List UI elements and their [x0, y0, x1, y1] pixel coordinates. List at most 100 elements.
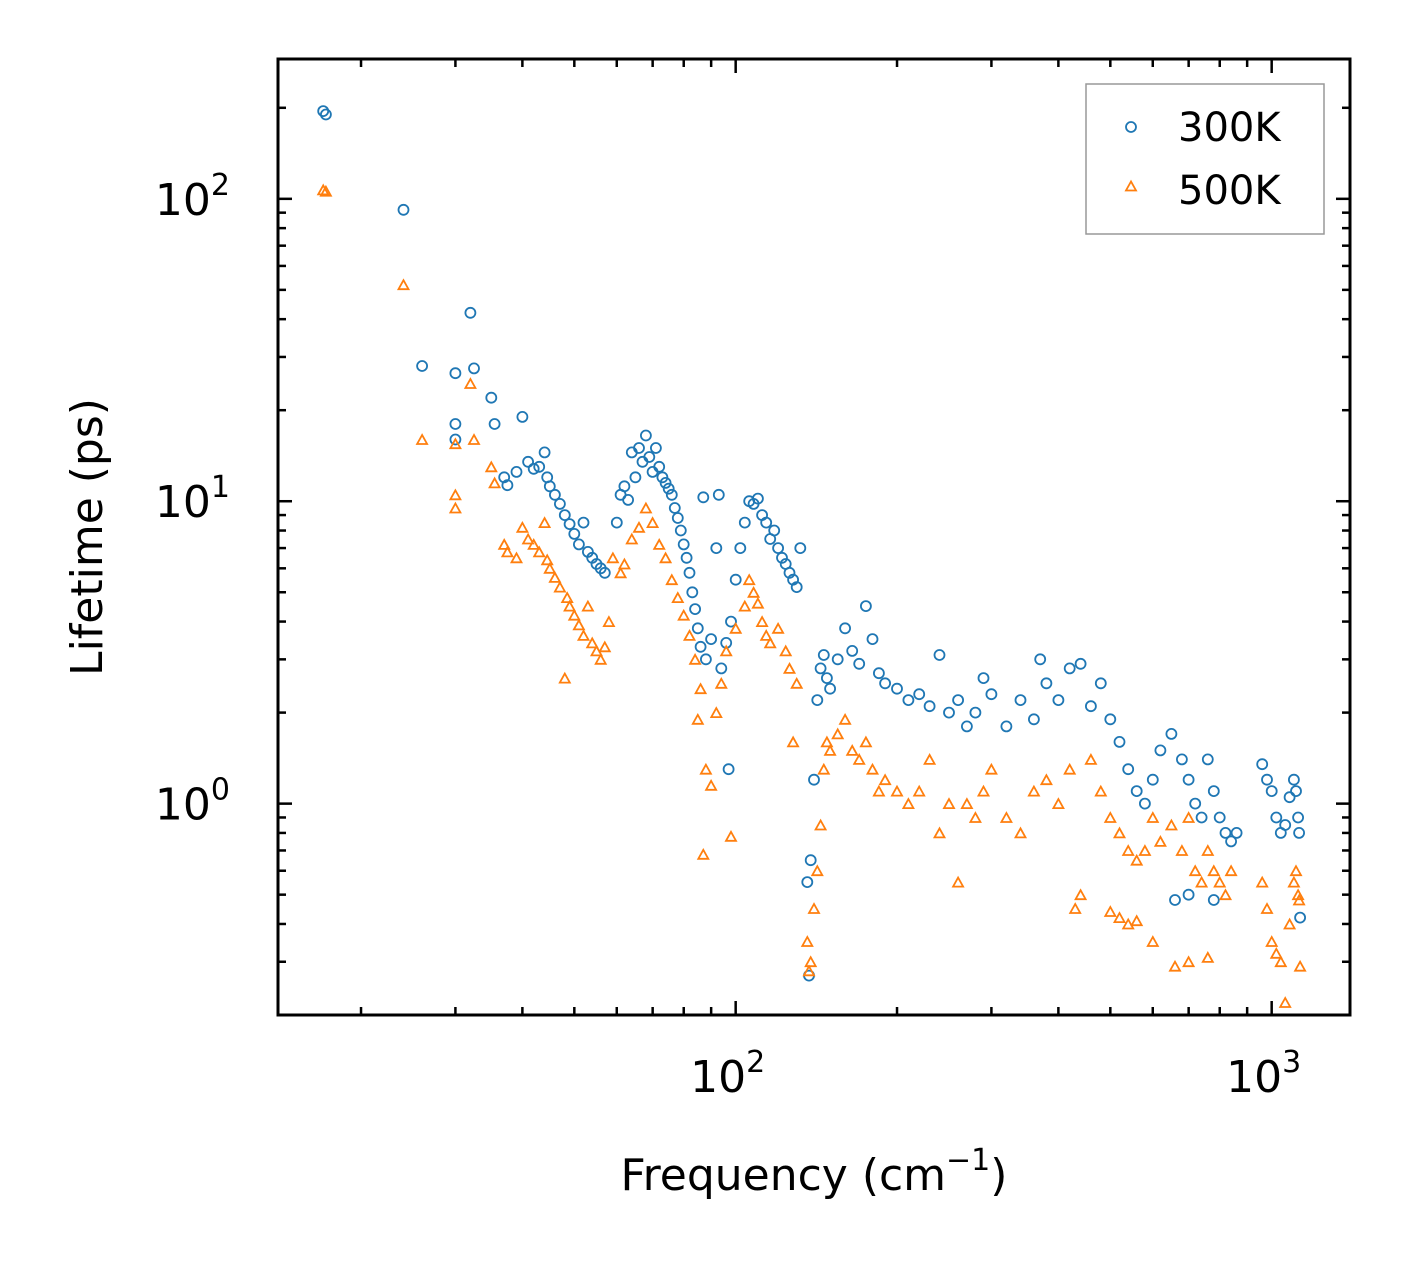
data-point-300K-109	[952, 694, 964, 706]
data-point-500K-84	[859, 735, 873, 748]
data-point-300K-85	[794, 542, 807, 554]
data-point-300K-140	[1225, 835, 1237, 848]
data-point-300K-64	[712, 488, 725, 501]
data-point-500K-88	[890, 784, 904, 797]
data-point-300K-11	[498, 471, 511, 484]
data-point-500K-65	[763, 636, 777, 649]
data-point-300K-5	[464, 306, 477, 319]
data-point-300K-145	[1256, 758, 1269, 771]
data-point-500K-19	[540, 553, 554, 566]
data-point-300K-94	[824, 682, 836, 695]
data-point-500K-118	[1182, 811, 1196, 823]
data-point-500K-38	[625, 532, 639, 545]
data-point-500K-122	[1207, 864, 1221, 877]
major-ticks	[278, 59, 1350, 1015]
data-point-500K-106	[1074, 888, 1088, 901]
y-tick-label-1: 100	[155, 773, 230, 831]
data-point-300K-107	[933, 649, 946, 661]
data-point-500K-68	[782, 662, 797, 674]
data-point-300K-33	[610, 516, 623, 529]
x-axis-label: Frequency (cm−1)	[621, 1143, 1008, 1201]
data-point-300K-35	[618, 480, 631, 493]
data-point-500K-8	[467, 433, 481, 445]
data-point-500K-52	[699, 762, 713, 775]
data-point-300K-116	[1028, 713, 1040, 726]
data-point-300K-65	[715, 662, 728, 675]
data-point-500K-95	[960, 797, 974, 809]
data-point-500K-54	[709, 706, 723, 718]
data-point-500K-112	[1130, 853, 1144, 866]
legend-marker-300K	[1125, 121, 1137, 133]
data-point-300K-24	[563, 518, 576, 530]
data-point-500K-42	[652, 538, 666, 550]
data-point-300K-12	[501, 479, 514, 492]
data-point-300K-100	[866, 633, 879, 645]
data-point-300K-151	[1283, 791, 1296, 804]
data-point-500K-16	[527, 538, 541, 550]
data-point-300K-76	[760, 516, 773, 529]
data-point-500K-10	[488, 476, 502, 489]
data-point-500K-30	[585, 636, 599, 649]
data-point-500K-82	[845, 744, 859, 756]
data-point-500K-132	[1182, 955, 1196, 968]
data-point-500K-33	[598, 640, 612, 653]
data-point-500K-77	[817, 762, 831, 775]
data-point-500K-72	[802, 964, 816, 977]
data-point-300K-88	[804, 854, 817, 867]
data-point-300K-7	[449, 418, 462, 430]
plot-frame	[276, 57, 1352, 1017]
data-point-300K-142	[1169, 894, 1181, 906]
data-point-300K-148	[1270, 811, 1283, 824]
data-point-500K-59	[738, 599, 752, 612]
data-point-500K-74	[807, 902, 821, 914]
data-point-500K-51	[696, 847, 710, 860]
data-point-500K-134	[1255, 875, 1269, 888]
data-point-500K-136	[1265, 935, 1279, 947]
data-point-300K-4	[449, 367, 462, 380]
data-point-500K-102	[1039, 773, 1053, 786]
data-point-300K-61	[700, 653, 712, 666]
data-point-500K-121	[1201, 844, 1215, 856]
data-point-300K-16	[527, 462, 540, 475]
data-point-500K-73	[804, 955, 818, 968]
data-point-500K-140	[1283, 917, 1297, 930]
data-point-300K-150	[1279, 819, 1292, 831]
data-point-500K-98	[984, 762, 998, 775]
data-point-300K-1	[319, 108, 332, 121]
data-point-300K-45	[653, 460, 666, 473]
data-point-300K-111	[969, 706, 982, 719]
data-point-300K-54	[680, 551, 693, 564]
data-point-500K-4	[448, 437, 462, 450]
data-point-500K-21	[548, 571, 562, 583]
data-point-500K-92	[932, 826, 947, 839]
data-point-500K-97	[976, 784, 991, 797]
data-point-300K-44	[650, 442, 662, 454]
data-point-300K-14	[516, 410, 529, 423]
data-point-500K-56	[719, 644, 733, 657]
data-point-500K-141	[1287, 875, 1301, 888]
data-point-300K-53	[677, 538, 690, 551]
data-point-300K-25	[568, 528, 581, 540]
data-point-300K-48	[662, 482, 675, 495]
data-point-500K-128	[1121, 917, 1135, 930]
data-point-500K-115	[1153, 835, 1167, 847]
data-point-500K-89	[901, 797, 915, 809]
data-point-500K-86	[872, 784, 886, 797]
data-point-300K-131	[1165, 728, 1178, 740]
data-point-500K-11	[497, 538, 511, 550]
data-point-500K-99	[999, 811, 1013, 823]
data-point-300K-84	[790, 581, 803, 593]
data-point-300K-63	[710, 542, 723, 554]
x-tick-label-1000: 103	[1226, 1045, 1301, 1103]
data-point-300K-27	[577, 516, 590, 529]
data-point-500K-127	[1112, 911, 1127, 923]
data-point-500K-108	[1094, 784, 1108, 797]
data-point-500K-25	[563, 599, 577, 612]
data-point-300K-67	[722, 763, 735, 776]
data-point-300K-117	[1034, 653, 1047, 666]
data-point-500K-81	[838, 712, 852, 725]
data-point-500K-40	[639, 501, 653, 514]
data-point-300K-132	[1176, 753, 1188, 766]
data-point-300K-137	[1207, 785, 1220, 797]
data-point-500K-93	[942, 797, 956, 809]
